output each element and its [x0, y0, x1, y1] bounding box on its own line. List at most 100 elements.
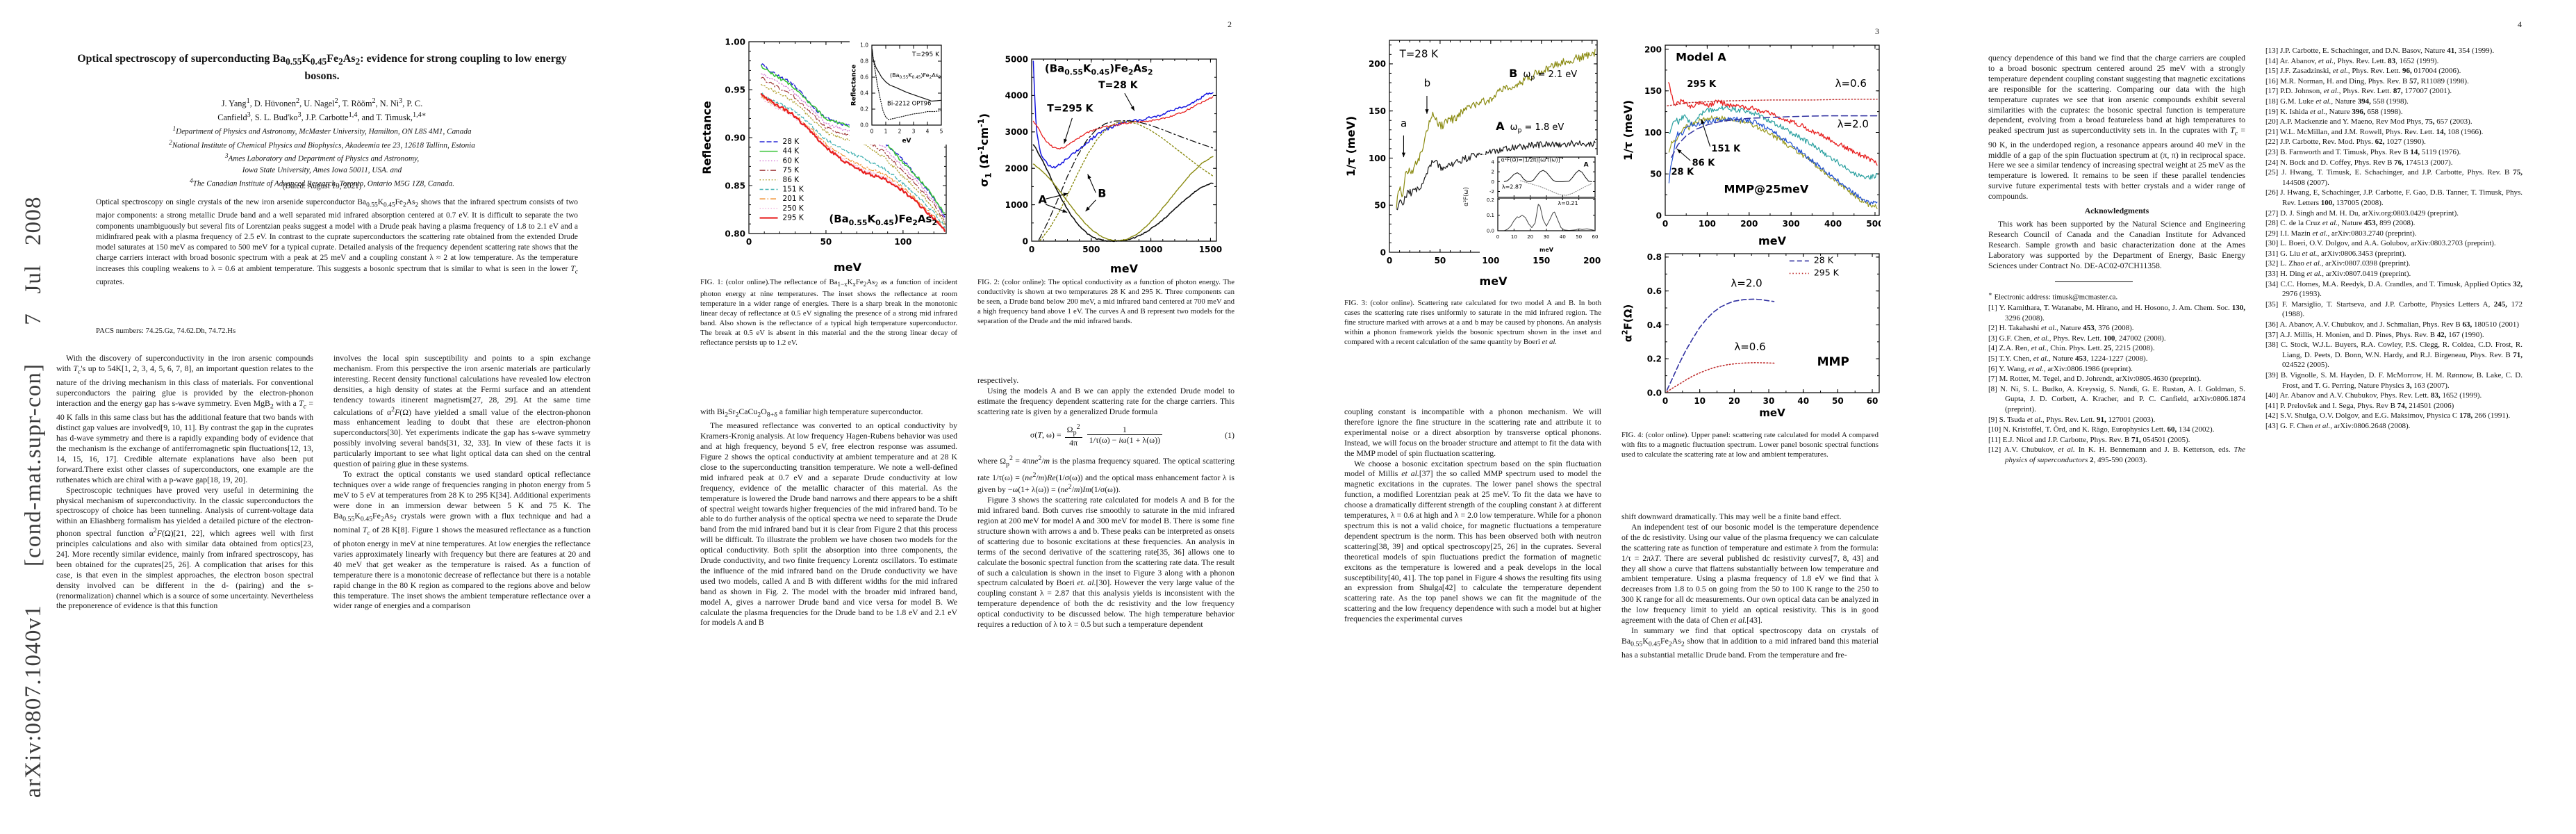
svg-text:1/τ (meV): 1/τ (meV): [1621, 100, 1635, 161]
svg-text:200: 200: [1644, 44, 1662, 54]
svg-text:30: 30: [1763, 396, 1775, 406]
reference-item: [35] F. Marsiglio, T. Startseva, and J.P…: [2265, 300, 2523, 319]
reference-item: [17] P.D. Johnson, et al., Phys. Rev. Le…: [2265, 87, 2452, 96]
svg-text:3000: 3000: [1005, 127, 1028, 137]
svg-text:0.8: 0.8: [860, 58, 868, 65]
svg-text:0.2: 0.2: [860, 106, 868, 113]
reference-item: [11] E.J. Nicol and J.P. Carbotte, Phys.…: [1988, 435, 2190, 444]
dated-line: (Dated: August 19, 2021): [282, 182, 362, 190]
footnote-rule: [2055, 281, 2133, 283]
svg-text:T=295 K: T=295 K: [1047, 103, 1093, 114]
svg-text:295 K: 295 K: [783, 214, 804, 222]
svg-text:50: 50: [1650, 170, 1662, 179]
reference-item: [38] C. Stock, W.J.L. Buyers, R.A. Cowle…: [2265, 341, 2523, 370]
reference-item: [3] G.F. Chen, et al., Phys. Rev. Lett. …: [1988, 334, 2166, 343]
svg-text:-2: -2: [1489, 189, 1494, 195]
body-paragraph: To extract the optical constants we used…: [333, 468, 591, 611]
svg-text:30: 30: [1544, 234, 1550, 240]
svg-text:100: 100: [1482, 256, 1499, 265]
reference-item: [8] N. Ni, S. L. Budko, A. Kreyssig, S. …: [1988, 384, 2245, 414]
body-paragraph: This work has been supported by the Natu…: [1988, 218, 2245, 270]
svg-text:150: 150: [1533, 256, 1550, 265]
figure-4: 0100200300400500050100150200meV1/τ (meV)…: [1621, 17, 1881, 420]
body-paragraph: With the discovery of superconductivity …: [56, 353, 313, 484]
svg-text:44 K: 44 K: [783, 147, 800, 156]
body-paragraph: In summary we find that optical spectros…: [1621, 625, 1879, 660]
fig2-conductivity-chart: 0 500 1000 1500 0 1000 2000 3000 4000 5000 meV σ1 (…: [977, 54, 1222, 275]
svg-text:1.00: 1.00: [725, 37, 745, 47]
fig4-upper-panel-chart: 0100200300400500050100150200meV1/τ (meV)…: [1621, 44, 1881, 247]
svg-text:100: 100: [1699, 219, 1716, 229]
reference-item: [26] J. Hwang, E, Schachinger, J.P. Carb…: [2265, 188, 2523, 207]
page-3: 3 0 50 100 150 200 0 50 100 150 200 meV 1/τ (meV) T=…: [1288, 0, 1933, 834]
body-paragraph: Using the models A and B we can apply th…: [977, 385, 1235, 416]
svg-text:0.1: 0.1: [1487, 213, 1494, 218]
reference-item: [27] D. J. Singh and M. H. Du, arXiv.org…: [2265, 208, 2459, 218]
svg-text:28 K: 28 K: [1671, 167, 1694, 177]
svg-text:28 K: 28 K: [783, 138, 800, 146]
figure-3: 0 50 100 150 200 0 50 100 150 200 meV 1/τ (meV) T=28…: [1344, 13, 1601, 291]
svg-text:250 K: 250 K: [783, 204, 804, 213]
svg-text:100: 100: [1369, 154, 1386, 163]
reference-item: [1] Y. Kamithara, T. Watanabe, M. Hirano…: [1988, 304, 2245, 322]
svg-text:0.8: 0.8: [1647, 252, 1662, 262]
page2-column-right: respectively. Using the models A and B w…: [977, 375, 1235, 630]
reference-item: [23] B. Farnworth and T. Timusk, Phys. R…: [2265, 147, 2461, 156]
svg-text:λ=2.0: λ=2.0: [1838, 117, 1869, 130]
svg-text:100: 100: [894, 237, 911, 247]
svg-text:1: 1: [884, 129, 888, 135]
svg-text:0: 0: [1662, 396, 1668, 406]
svg-text:T=28 K: T=28 K: [1098, 80, 1139, 91]
svg-text:Model A: Model A: [1676, 51, 1726, 64]
fig2-caption: FIG. 2: (color online): The optical cond…: [977, 278, 1235, 325]
svg-text:A: A: [1584, 161, 1589, 168]
svg-text:5: 5: [940, 129, 943, 135]
reference-item: [9] S. Tsuda et al., Phys. Rev. Lett. 91…: [1988, 415, 2156, 424]
svg-text:A: A: [1496, 120, 1505, 133]
svg-text:0.80: 0.80: [725, 229, 745, 238]
svg-text:28 K: 28 K: [1814, 254, 1834, 265]
svg-text:295 K: 295 K: [1814, 267, 1840, 277]
svg-text:60: 60: [1592, 234, 1598, 240]
svg-text:0.2: 0.2: [1647, 354, 1662, 364]
reference-item: [7] M. Rotter, M. Tegel, and D. Johrendt…: [1988, 375, 2202, 384]
reference-item: [40] Ar. Abanov and A.V. Chubukov, Phys.…: [2265, 391, 2482, 400]
list-item: 3Ames Laboratory and Department of Physi…: [224, 153, 420, 164]
reference-item: [30] L. Boeri, O.V. Dolgov, and A.A. Gol…: [2265, 239, 2496, 248]
svg-text:0.0: 0.0: [860, 122, 868, 129]
pacs-numbers: PACS numbers: 74.25.Gz, 74.62.Dh, 74.72.…: [96, 327, 236, 335]
acknowledgments-heading: Acknowledgments: [2084, 206, 2149, 216]
svg-text:(Ba0.55K0.45)Fe2As2: (Ba0.55K0.45)Fe2As2: [829, 213, 937, 227]
svg-text:0: 0: [1496, 234, 1499, 240]
svg-text:40: 40: [1797, 396, 1809, 406]
svg-text:meV: meV: [834, 261, 862, 273]
page-number: 2: [1228, 19, 1232, 29]
svg-text:4000: 4000: [1005, 91, 1028, 101]
svg-text:0: 0: [1492, 179, 1494, 185]
svg-text:λ=0.6: λ=0.6: [1835, 77, 1867, 90]
svg-text:3: 3: [912, 129, 916, 135]
svg-text:B: B: [1098, 187, 1106, 200]
reference-item: [25] J. Hwang, T. Timusk, E. Schachinger…: [2265, 168, 2523, 187]
body-paragraph: involves the local spin susceptibility a…: [333, 353, 591, 468]
body-paragraph: coupling constant is incompatible with a…: [1344, 407, 1601, 458]
svg-text:meV: meV: [1110, 262, 1139, 275]
svg-text:150: 150: [1644, 86, 1662, 96]
reference-item: [12] A.V. Chubukov, et al. In K. H. Benn…: [1988, 445, 2246, 464]
page2-column-left: with Bi2Sr2CaCu2O8+δ a familiar high tem…: [700, 407, 957, 628]
fig1-caption: FIG. 1: (color online).The reflectance o…: [700, 278, 957, 347]
body-paragraph: Figure 3 shows the scattering rate calcu…: [977, 495, 1235, 630]
body-paragraph: shift downward dramatically. This may we…: [1621, 512, 1842, 521]
svg-text:meV: meV: [1539, 247, 1554, 253]
svg-text:Reflectance: Reflectance: [700, 101, 713, 174]
svg-text:150: 150: [1369, 106, 1386, 116]
svg-text:meV: meV: [1758, 234, 1787, 247]
reference-item: [16] M.R. Norman, H. and Ding, Phys. Rev…: [2265, 76, 2469, 85]
reference-item: [10] N. Kristoffel, T. Örd, and K. Rägo,…: [1988, 425, 2215, 434]
fig3-caption: FIG. 3: (color online). Scattering rate …: [1344, 299, 1601, 346]
page-2: 2 0 50 100 0.80 0.85 0.90 0.95 1.00 meV Reflectan…: [644, 0, 1289, 834]
equation-number: (1): [1225, 430, 1235, 441]
svg-text:λ=0.21: λ=0.21: [1558, 200, 1578, 206]
svg-text:300: 300: [1783, 219, 1800, 229]
